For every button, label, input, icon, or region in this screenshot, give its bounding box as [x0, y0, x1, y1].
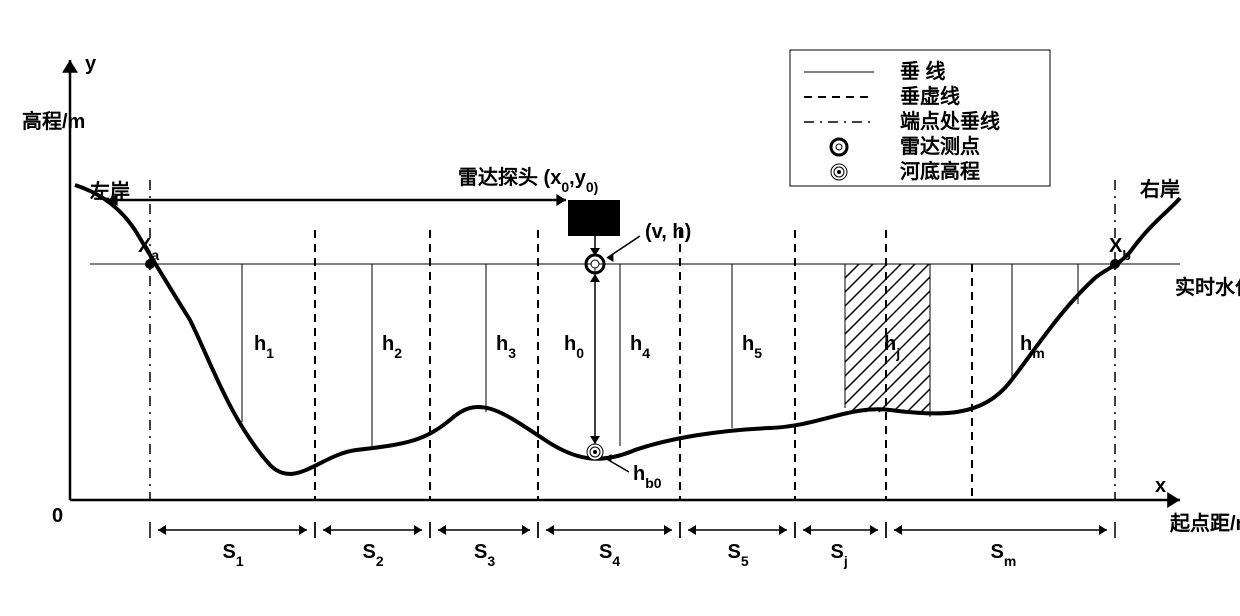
svg-text:S1: S1	[223, 541, 244, 569]
svg-text:h2: h2	[382, 333, 402, 361]
svg-text:Sm: Sm	[991, 541, 1017, 569]
svg-text:实时水位: 实时水位	[1175, 275, 1240, 299]
svg-text:hb0: hb0	[633, 463, 662, 491]
svg-text:h3: h3	[496, 333, 516, 361]
svg-text:h4: h4	[630, 333, 650, 361]
svg-text:雷达探头 (x0,y0): 雷达探头 (x0,y0)	[458, 166, 598, 195]
svg-text:S4: S4	[599, 541, 620, 569]
svg-text:垂虚线: 垂虚线	[900, 84, 960, 108]
svg-text:雷达测点: 雷达测点	[900, 135, 980, 158]
svg-text:河底高程: 河底高程	[900, 159, 980, 183]
svg-text:h1: h1	[254, 333, 274, 361]
svg-text:Sj: Sj	[831, 541, 848, 569]
svg-text:高程/m: 高程/m	[22, 109, 85, 133]
svg-text:h0: h0	[564, 333, 584, 361]
svg-text:端点处垂线: 端点处垂线	[900, 109, 1000, 133]
svg-text:S2: S2	[363, 541, 384, 569]
svg-text:垂 线: 垂 线	[900, 59, 946, 83]
svg-text:右岸: 右岸	[1140, 177, 1180, 201]
svg-text:y: y	[85, 53, 97, 75]
svg-text:起点距/m: 起点距/m	[1169, 512, 1240, 535]
svg-text:S3: S3	[474, 541, 495, 569]
svg-text:Xa: Xa	[138, 235, 159, 263]
diagram-svg: yx0高程/m起点距/m实时水位左岸右岸XaXb雷达探头 (x0,y0)(v, …	[20, 20, 1240, 596]
svg-text:0: 0	[52, 505, 63, 527]
svg-text:S5: S5	[728, 541, 749, 569]
svg-text:(v, h): (v, h)	[645, 221, 691, 243]
svg-text:x: x	[1155, 475, 1166, 497]
svg-text:h5: h5	[742, 333, 762, 361]
